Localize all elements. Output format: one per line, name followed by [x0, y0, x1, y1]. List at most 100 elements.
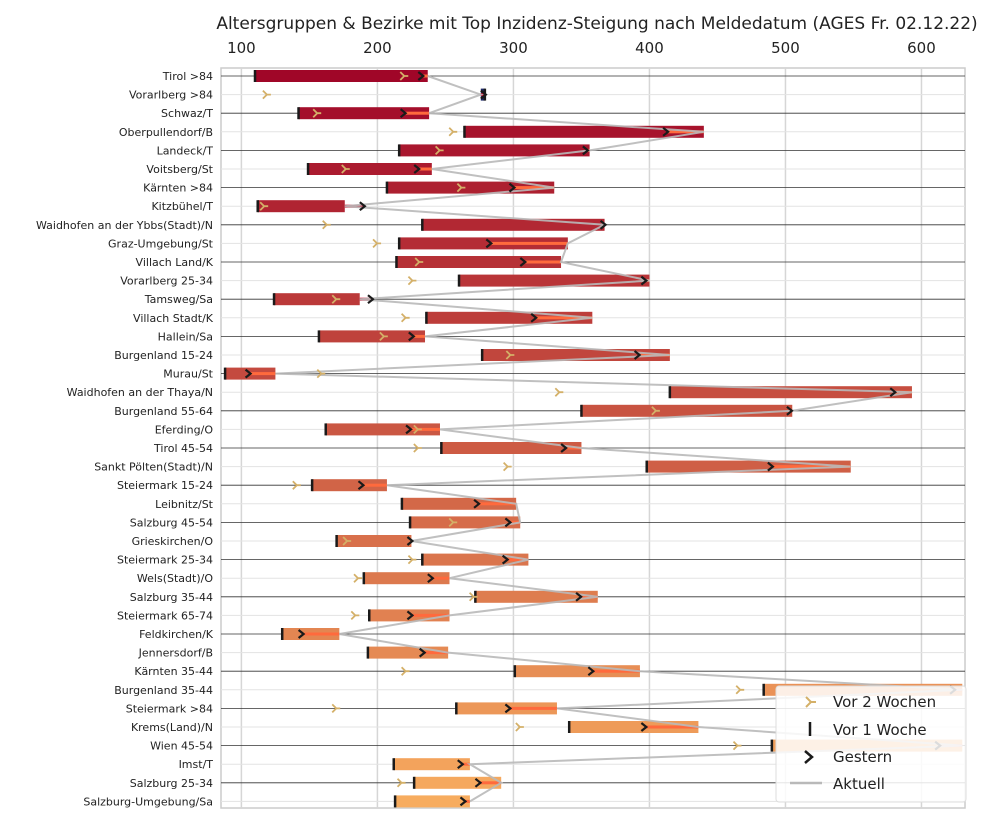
- marker-vor2: [316, 368, 326, 379]
- legend-box: [775, 685, 967, 803]
- y-tick-label: Kärnten 35-44: [134, 665, 213, 678]
- marker-gestern: [367, 294, 375, 305]
- marker-gestern: [501, 554, 510, 565]
- marker-vor2: [651, 406, 660, 416]
- bar: [422, 553, 529, 566]
- marker-vor2: [515, 722, 524, 732]
- marker-vor2: [312, 108, 322, 118]
- y-tick-label: Hallein/Sa: [158, 330, 213, 343]
- marker-gestern: [417, 71, 426, 81]
- bar: [318, 330, 426, 343]
- y-tick-label: Steiermark 25-34: [117, 554, 213, 567]
- bar: [441, 442, 582, 454]
- marker-gestern: [767, 461, 775, 472]
- y-tick-label: Waidhofen an der Ybbs(Stadt)/N: [36, 219, 213, 232]
- y-tick-label: Schwaz/T: [161, 107, 213, 120]
- y-tick-label: Sankt Pölten(Stadt)/N: [94, 461, 213, 474]
- bar: [393, 758, 470, 771]
- bar: [422, 218, 605, 231]
- y-tick-label: Tamsweg/Sa: [144, 293, 213, 306]
- bar-delta: [410, 427, 440, 431]
- marker-vor2: [292, 480, 301, 490]
- marker-gestern: [508, 182, 517, 193]
- marker-vor2: [502, 461, 512, 472]
- x-tick-label: 100: [227, 39, 256, 57]
- bar: [255, 70, 428, 82]
- marker-vor2: [468, 592, 478, 602]
- marker-vor2: [322, 220, 331, 230]
- marker-vor2: [353, 573, 363, 583]
- y-tick-label: Graz-Umgebung/St: [108, 237, 214, 250]
- y-tick-label: Kärnten >84: [143, 182, 213, 195]
- y-tick-label: Burgenland 15-24: [114, 349, 213, 362]
- y-tick-label: Grieskirchen/O: [132, 535, 214, 548]
- marker-vor2: [414, 257, 424, 267]
- y-tick-label: Burgenland 55-64: [114, 405, 213, 418]
- y-tick-label: Waidhofen an der Thaya/N: [67, 386, 213, 399]
- x-tick-label: 600: [907, 39, 936, 57]
- legend-label-vor1: Vor 1 Woche: [833, 721, 927, 739]
- bar: [399, 144, 590, 157]
- bar-delta: [490, 241, 568, 245]
- marker-gestern: [359, 201, 367, 212]
- x-tick-label: 200: [363, 39, 392, 57]
- x-tick-label: 400: [635, 39, 664, 57]
- y-tick-label: Landeck/T: [157, 144, 214, 157]
- marker-gestern: [560, 443, 568, 453]
- bar-delta: [513, 186, 555, 190]
- bar: [669, 386, 912, 399]
- bar-delta: [431, 576, 450, 580]
- marker-gestern: [504, 703, 513, 714]
- marker-gestern: [473, 498, 481, 509]
- legend-label-aktuell: Aktuell: [833, 775, 885, 793]
- marker-gestern: [485, 238, 494, 249]
- y-tick-label: Wien 45-54: [150, 740, 213, 753]
- y-tick-label: Salzburg 45-54: [130, 516, 213, 529]
- bar-delta: [771, 465, 851, 469]
- bar-delta: [580, 595, 598, 599]
- marker-gestern: [587, 666, 596, 677]
- y-tick-label: Salzburg 25-34: [130, 777, 213, 790]
- y-tick-label: Feldkirchen/K: [139, 628, 214, 641]
- y-tick-label: Eferding/O: [155, 423, 214, 436]
- y-tick-label: Salzburg 35-44: [130, 591, 213, 604]
- x-tick-label: 300: [499, 39, 528, 57]
- bar-delta: [423, 651, 449, 655]
- marker-gestern: [413, 164, 421, 174]
- marker-gestern: [640, 275, 649, 286]
- y-tick-labels: Tirol >84 Vorarlberg >84 Schwaz/T Oberpulle…: [36, 70, 214, 808]
- marker-vor2: [413, 443, 422, 453]
- bar: [325, 423, 440, 436]
- bar: [581, 404, 793, 417]
- bar: [298, 107, 430, 120]
- legend: Vor 2 Wochen Vor 1 Woche Gestern Aktuell: [775, 685, 967, 803]
- marker-vor2: [331, 294, 341, 304]
- bar-delta: [506, 558, 529, 562]
- markers: [223, 70, 957, 808]
- bar: [274, 293, 360, 306]
- marker-gestern: [408, 331, 416, 342]
- bar-delta: [411, 613, 450, 617]
- legend-label-gestern: Gestern: [833, 748, 892, 766]
- bar: [464, 125, 704, 138]
- y-tick-label: Tirol 45-54: [153, 442, 213, 455]
- bar-delta: [362, 483, 387, 487]
- bar: [257, 200, 345, 213]
- marker-gestern: [474, 777, 483, 788]
- bar: [456, 702, 557, 715]
- marker-vor2: [341, 164, 350, 174]
- y-tick-label: Salzburg-Umgebung/Sa: [83, 795, 213, 808]
- y-tick-label: Vorarlberg >84: [129, 89, 213, 102]
- marker-gestern: [357, 480, 366, 491]
- bar: [308, 163, 432, 175]
- marker-vor2: [399, 71, 409, 81]
- y-tick-label: Oberpullendorf/B: [119, 126, 213, 139]
- y-tick-label: Kitzbühel/T: [151, 200, 213, 213]
- marker-vor2: [379, 331, 388, 342]
- marker-vor2: [456, 182, 466, 193]
- bar-delta: [302, 632, 340, 636]
- marker-gestern: [406, 610, 415, 621]
- bar: [336, 535, 412, 547]
- bar: [459, 274, 650, 287]
